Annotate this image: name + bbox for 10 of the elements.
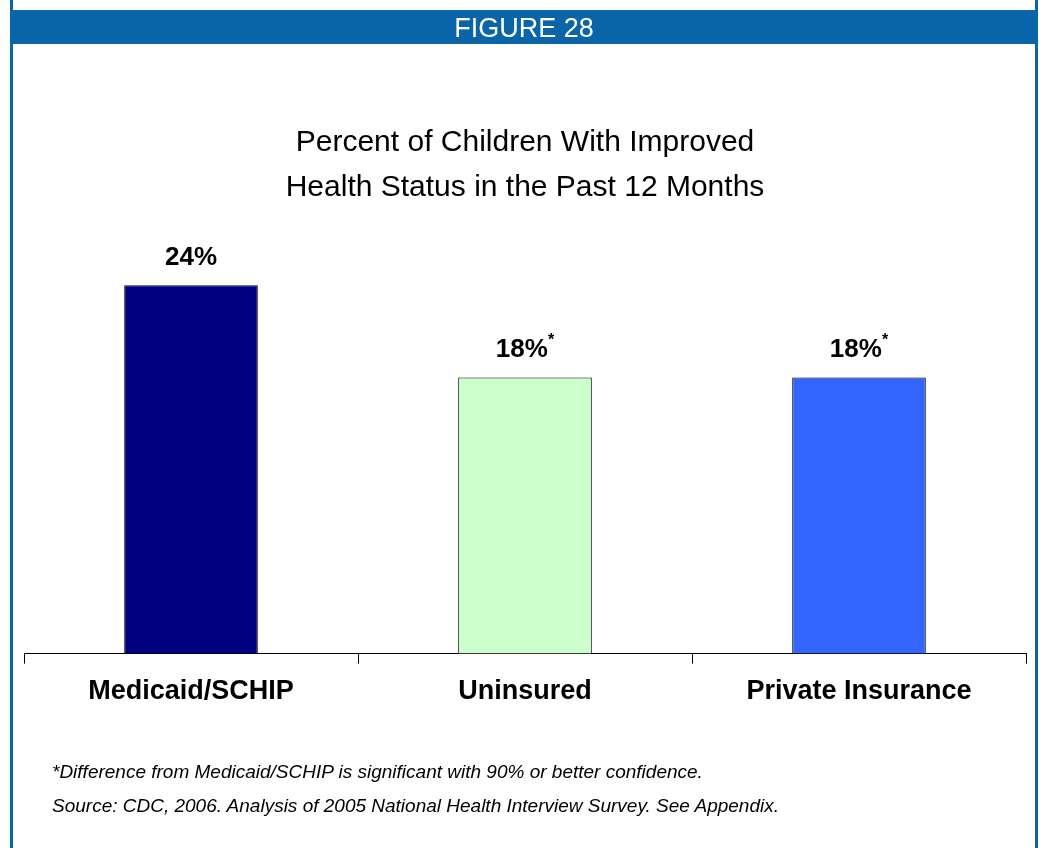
x-tick-label: Medicaid/SCHIP (88, 675, 294, 706)
x-tick-label: Uninsured (458, 675, 592, 706)
chart-subtitle: FIGURE 28 (13, 10, 1035, 44)
source-note: Source: CDC, 2006. Analysis of 2005 National Health Interview Survey. See Appendix. (52, 794, 779, 818)
data-label: 18%* (495, 331, 555, 364)
x-tick-label: Private Insurance (746, 675, 972, 706)
data-label: 24% (164, 241, 218, 272)
text: *Difference from Medicaid/SCHIP is significant with 90% or better confidence. (52, 760, 704, 784)
chart-title: Percent of Children With Improved Health Status in the Past 12 Months (285, 123, 765, 202)
data-label: 18%* (829, 331, 889, 364)
